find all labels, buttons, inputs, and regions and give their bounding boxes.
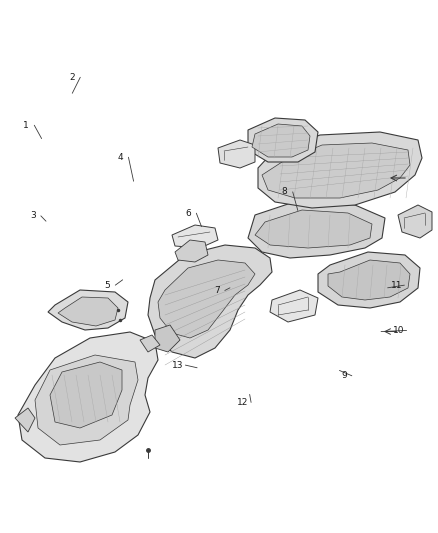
Text: 13: 13 (172, 361, 183, 369)
Polygon shape (48, 290, 128, 330)
Polygon shape (148, 245, 272, 358)
Polygon shape (248, 118, 318, 162)
Text: 10: 10 (393, 326, 404, 335)
Text: 8: 8 (282, 188, 288, 196)
Polygon shape (262, 143, 410, 198)
Text: 11: 11 (391, 281, 402, 289)
Polygon shape (18, 332, 158, 462)
Polygon shape (50, 362, 122, 428)
Text: 5: 5 (104, 281, 110, 289)
Polygon shape (58, 297, 118, 326)
Text: 1: 1 (23, 121, 29, 130)
Polygon shape (255, 210, 372, 248)
Polygon shape (175, 240, 208, 262)
Text: 7: 7 (214, 286, 220, 295)
Text: 12: 12 (237, 398, 249, 407)
Polygon shape (172, 225, 218, 248)
Polygon shape (35, 355, 138, 445)
Polygon shape (398, 205, 432, 238)
Polygon shape (258, 132, 422, 208)
Polygon shape (328, 260, 410, 300)
Polygon shape (140, 335, 160, 352)
Text: 4: 4 (118, 153, 123, 161)
Polygon shape (252, 124, 310, 157)
Text: 2: 2 (70, 73, 75, 82)
Polygon shape (218, 140, 255, 168)
Polygon shape (270, 290, 318, 322)
Polygon shape (158, 260, 255, 338)
Text: 3: 3 (30, 212, 36, 220)
Polygon shape (318, 252, 420, 308)
Text: 6: 6 (185, 209, 191, 217)
Text: 9: 9 (341, 372, 347, 380)
Polygon shape (248, 200, 385, 258)
Polygon shape (155, 325, 180, 352)
Polygon shape (15, 408, 35, 432)
